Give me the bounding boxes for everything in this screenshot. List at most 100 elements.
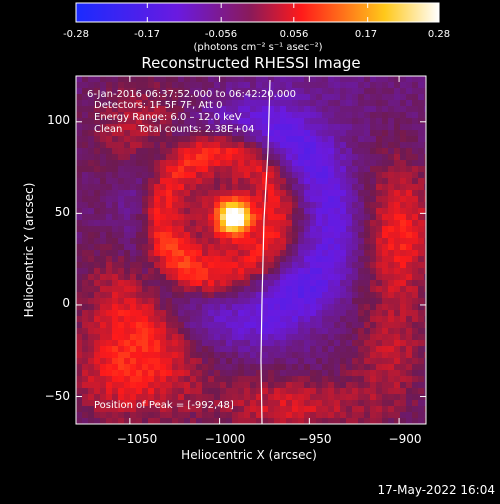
heatmap-cell: [268, 280, 274, 286]
heatmap-cell: [262, 136, 268, 142]
heatmap-cell: [400, 352, 406, 358]
heatmap-cell: [352, 274, 358, 280]
heatmap-cell: [304, 178, 310, 184]
heatmap-cell: [112, 286, 118, 292]
heatmap-cell: [250, 142, 256, 148]
heatmap-cell: [112, 244, 118, 250]
heatmap-cell: [178, 202, 184, 208]
heatmap-cell: [376, 214, 382, 220]
heatmap-cell: [142, 328, 148, 334]
heatmap-cell: [382, 322, 388, 328]
heatmap-cell: [382, 172, 388, 178]
heatmap-cell: [130, 346, 136, 352]
heatmap-cell: [400, 172, 406, 178]
heatmap-cell: [178, 286, 184, 292]
heatmap-cell: [304, 112, 310, 118]
heatmap-cell: [124, 388, 130, 394]
heatmap-cell: [424, 82, 426, 88]
heatmap-cell: [88, 280, 94, 286]
heatmap-cell: [280, 286, 286, 292]
heatmap-cell: [286, 400, 292, 406]
heatmap-cell: [376, 130, 382, 136]
heatmap-cell: [220, 172, 226, 178]
heatmap-cell: [382, 226, 388, 232]
heatmap-cell: [232, 388, 238, 394]
heatmap-cell: [256, 400, 262, 406]
heatmap-cell: [202, 406, 208, 412]
heatmap-cell: [370, 178, 376, 184]
heatmap-cell: [202, 316, 208, 322]
heatmap-cell: [340, 292, 346, 298]
heatmap-cell: [190, 286, 196, 292]
heatmap-cell: [106, 106, 112, 112]
heatmap-cell: [256, 370, 262, 376]
heatmap-cell: [286, 352, 292, 358]
heatmap-cell: [256, 172, 262, 178]
heatmap-cell: [160, 136, 166, 142]
heatmap-cell: [388, 142, 394, 148]
heatmap-cell: [238, 178, 244, 184]
heatmap-cell: [226, 256, 232, 262]
heatmap-cell: [286, 148, 292, 154]
heatmap-cell: [286, 382, 292, 388]
heatmap-cell: [262, 250, 268, 256]
heatmap-cell: [286, 280, 292, 286]
heatmap-cell: [160, 400, 166, 406]
heatmap-cell: [148, 334, 154, 340]
heatmap-cell: [256, 202, 262, 208]
heatmap-cell: [262, 100, 268, 106]
heatmap-cell: [400, 376, 406, 382]
heatmap-cell: [322, 382, 328, 388]
heatmap-cell: [340, 148, 346, 154]
heatmap-cell: [400, 370, 406, 376]
heatmap-cell: [418, 400, 424, 406]
heatmap-cell: [292, 178, 298, 184]
heatmap-cell: [376, 250, 382, 256]
heatmap-cell: [238, 364, 244, 370]
heatmap-cell: [106, 136, 112, 142]
heatmap-cell: [322, 148, 328, 154]
heatmap-cell: [388, 238, 394, 244]
heatmap-cell: [202, 250, 208, 256]
heatmap-cell: [76, 76, 82, 82]
heatmap-cell: [364, 238, 370, 244]
heatmap-cell: [184, 358, 190, 364]
heatmap-cell: [394, 310, 400, 316]
heatmap-cell: [394, 82, 400, 88]
heatmap-cell: [298, 100, 304, 106]
heatmap-cell: [376, 172, 382, 178]
heatmap-cell: [310, 262, 316, 268]
heatmap-cell: [310, 406, 316, 412]
heatmap-cell: [412, 364, 418, 370]
heatmap-cell: [238, 346, 244, 352]
heatmap-cell: [142, 262, 148, 268]
heatmap-cell: [76, 166, 82, 172]
heatmap-cell: [358, 112, 364, 118]
heatmap-cell: [226, 322, 232, 328]
heatmap-cell: [418, 340, 424, 346]
heatmap-cell: [370, 190, 376, 196]
heatmap-cell: [340, 316, 346, 322]
heatmap-cell: [178, 178, 184, 184]
heatmap-cell: [166, 322, 172, 328]
heatmap-cell: [112, 148, 118, 154]
heatmap-cell: [358, 394, 364, 400]
heatmap-cell: [406, 208, 412, 214]
heatmap-cell: [76, 292, 82, 298]
heatmap-cell: [412, 388, 418, 394]
heatmap-cell: [388, 256, 394, 262]
heatmap-cell: [244, 340, 250, 346]
heatmap-cell: [142, 352, 148, 358]
heatmap-cell: [316, 292, 322, 298]
heatmap-cell: [250, 364, 256, 370]
heatmap-cell: [184, 418, 190, 424]
heatmap-cell: [94, 232, 100, 238]
heatmap-cell: [136, 364, 142, 370]
heatmap-cell: [82, 316, 88, 322]
heatmap-cell: [88, 322, 94, 328]
heatmap-cell: [406, 412, 412, 418]
heatmap-cell: [244, 256, 250, 262]
heatmap-cell: [94, 388, 100, 394]
heatmap-cell: [184, 346, 190, 352]
heatmap-cell: [268, 400, 274, 406]
